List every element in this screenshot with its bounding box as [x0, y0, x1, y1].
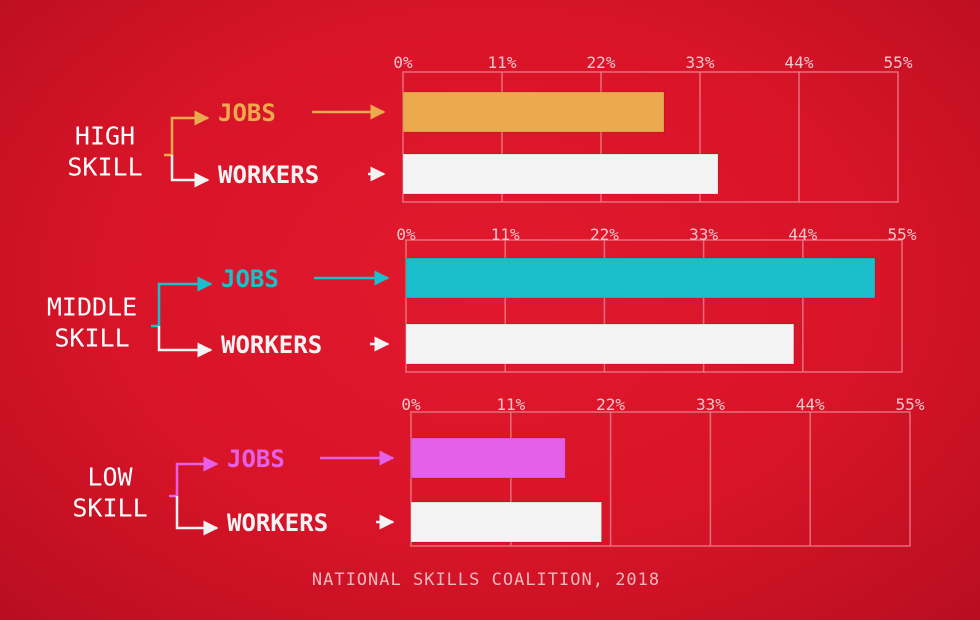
low-skill-tick-label: 44%: [796, 395, 825, 414]
middle-skill-tick-label: 55%: [888, 225, 917, 244]
high-skill-tick-label: 44%: [785, 53, 814, 72]
high-skill-group-label: SKILL: [67, 153, 142, 182]
middle-skill-group-label: MIDDLE: [47, 293, 137, 322]
low-skill-jobs-bar: [410, 437, 566, 479]
high-skill-jobs-bracket: [164, 110, 210, 157]
high-skill-workers-bar: [402, 153, 719, 195]
high-skill-tick-label: 0%: [393, 53, 413, 72]
low-skill-jobs-label: JOBS: [227, 445, 285, 473]
high-skill-tick-label: 55%: [884, 53, 913, 72]
low-skill-group-label: SKILL: [72, 494, 147, 523]
low-skill-grid-frame: [410, 411, 911, 547]
high-skill-workers-bracket: [170, 155, 210, 188]
low-skill-jobs-bracket: [169, 456, 219, 498]
middle-skill-workers-bar: [405, 323, 795, 365]
high-skill-workers-label: WORKERS: [218, 161, 319, 189]
low-skill-workers-label: WORKERS: [227, 509, 328, 537]
low-skill-tick-label: 33%: [696, 395, 725, 414]
middle-skill-jobs-bracket: [151, 276, 213, 328]
source-caption: NATIONAL SKILLS COALITION, 2018: [312, 570, 660, 590]
low-skill-group-label: LOW: [87, 463, 133, 492]
middle-skill-group-label: SKILL: [54, 324, 129, 353]
low-skill-tick-label: 11%: [496, 395, 525, 414]
high-skill-tick-label: 22%: [587, 53, 616, 72]
low-skill-tick-label: 55%: [896, 395, 925, 414]
high-skill-grid-frame: [402, 71, 899, 203]
middle-skill-tick-label: 44%: [788, 225, 817, 244]
middle-skill-grid-frame: [405, 239, 903, 373]
middle-skill-tick-label: 0%: [396, 225, 416, 244]
high-skill-jobs-bar: [402, 91, 665, 133]
middle-skill-jobs-bar: [405, 257, 876, 299]
middle-skill-jobs-label: JOBS: [221, 265, 279, 293]
high-skill-tick-label: 11%: [488, 53, 517, 72]
middle-skill-workers-bracket: [157, 326, 213, 358]
high-skill-tick-label: 33%: [686, 53, 715, 72]
middle-skill-tick-label: 11%: [491, 225, 520, 244]
low-skill-tick-label: 0%: [401, 395, 421, 414]
middle-skill-workers-label: WORKERS: [221, 331, 322, 359]
low-skill-workers-bracket: [175, 496, 219, 536]
middle-skill-tick-label: 33%: [689, 225, 718, 244]
low-skill-tick-label: 22%: [596, 395, 625, 414]
low-skill-workers-bar: [410, 501, 603, 543]
middle-skill-tick-label: 22%: [590, 225, 619, 244]
high-skill-group-label: HIGH: [75, 122, 135, 151]
high-skill-jobs-label: JOBS: [218, 99, 276, 127]
